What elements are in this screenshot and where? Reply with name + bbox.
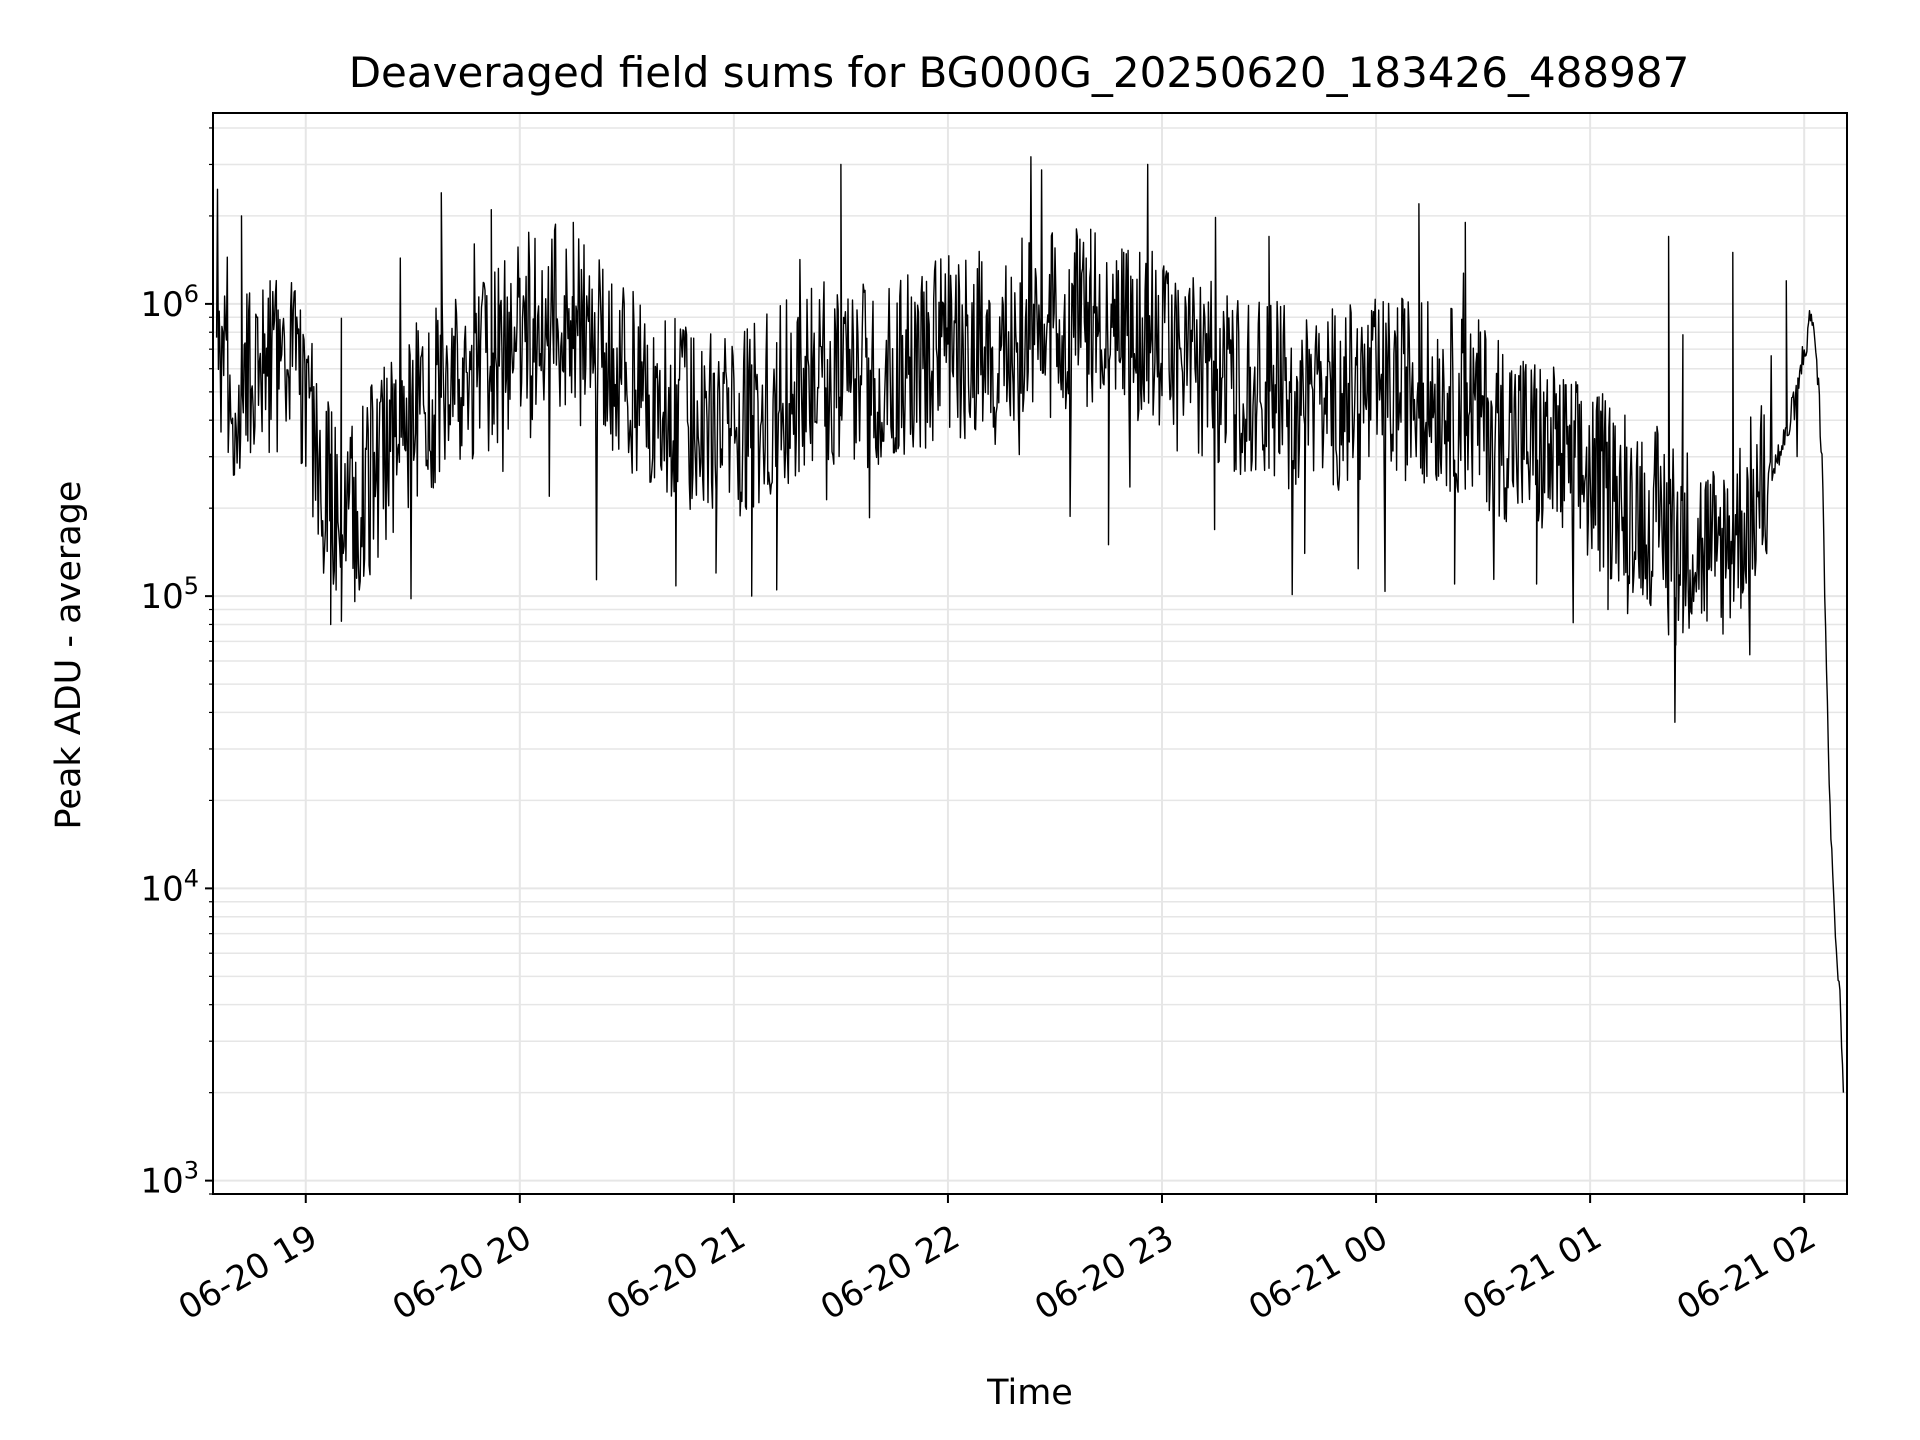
plot-frame — [212, 112, 1848, 1195]
x-tick-label: 06-21 02 — [1670, 1217, 1822, 1328]
y-tick-label: 106 — [140, 280, 199, 325]
x-tick-label: 06-20 23 — [1028, 1217, 1180, 1328]
y-tick-label: 103 — [140, 1157, 199, 1202]
chart-title: Deaveraged field sums for BG000G_2025062… — [349, 48, 1690, 97]
grid — [213, 113, 1847, 1195]
x-tick-label: 06-21 01 — [1456, 1217, 1608, 1328]
x-tick-label: 06-20 20 — [386, 1217, 538, 1328]
x-tick-label: 06-20 21 — [600, 1217, 752, 1328]
x-tick-label: 06-20 19 — [172, 1217, 324, 1328]
y-axis-title: Peak ADU - average — [49, 481, 89, 830]
axis-ticks — [205, 127, 1806, 1203]
series-line — [215, 156, 1845, 1093]
line-series-layer — [215, 156, 1845, 1093]
y-tick-labels: 103 104 105 106 — [140, 280, 199, 1202]
x-tick-label: 06-21 00 — [1242, 1217, 1394, 1328]
y-tick-label: 105 — [140, 572, 199, 617]
x-tick-label: 06-20 22 — [814, 1217, 966, 1328]
x-axis-title: Time — [986, 1373, 1073, 1413]
x-tick-labels: 06-20 19 06-20 20 06-20 21 06-20 22 06-20 23… — [172, 1217, 1823, 1328]
y-tick-label: 104 — [140, 864, 199, 909]
